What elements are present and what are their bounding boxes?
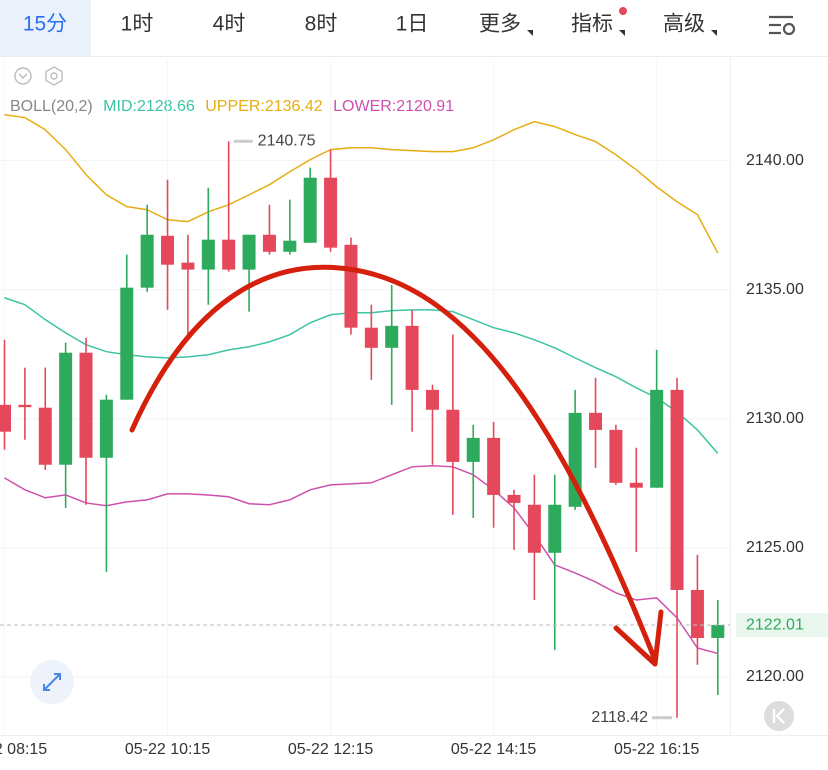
- candle-body: [568, 412, 582, 507]
- tab[interactable]: 15分: [23, 13, 67, 36]
- boll-line: [4, 465, 718, 655]
- y-tick-label: 2140.00: [746, 152, 804, 169]
- candle-body: [548, 504, 562, 553]
- back-button[interactable]: [764, 701, 794, 731]
- dropdown-caret: [711, 30, 717, 36]
- candle-body: [507, 494, 521, 503]
- tab[interactable]: 指标: [571, 13, 613, 36]
- candle-body: [670, 389, 684, 590]
- trend-arrow: [129, 264, 658, 663]
- candle-body: [385, 325, 399, 348]
- candle-body: [650, 389, 664, 488]
- candle-body: [344, 244, 358, 328]
- candle-body: [0, 404, 11, 432]
- expand-button[interactable]: [30, 660, 74, 704]
- x-tick-label: 05-22 14:15: [451, 741, 537, 758]
- candle-body: [59, 352, 73, 465]
- indicator-legend: BOLL(20,2) MID:2128.66 UPPER:2136.42 LOW…: [10, 98, 454, 115]
- tab[interactable]: 1日: [396, 13, 429, 36]
- candle-body: [690, 589, 704, 638]
- current-price-label: 2122.01: [746, 616, 804, 633]
- candle-body: [466, 437, 480, 462]
- current-price-box: [736, 613, 828, 638]
- candle-body: [222, 239, 236, 270]
- candle-body: [589, 412, 603, 430]
- indicator-icons[interactable]: [14, 66, 63, 86]
- y-tick-label: 2135.00: [746, 281, 804, 298]
- candle-body: [405, 325, 419, 390]
- candle-body: [262, 234, 276, 252]
- legend-value: 2136.42: [265, 98, 323, 115]
- candle-body: [283, 240, 297, 252]
- plot: 2120.00 2125.00 2130.00 2135.00 2140.00 05-22…: [0, 60, 828, 758]
- candle-body: [711, 625, 725, 638]
- x-tick-label: 05-22 16:15: [614, 741, 700, 758]
- candle-body: [79, 352, 93, 458]
- x-tick-label: 05-22 12:15: [288, 741, 374, 758]
- legend-label: MID:: [103, 98, 137, 115]
- notification-dot: [619, 7, 627, 15]
- candle-body: [629, 482, 643, 488]
- tab-selected-bg: [0, 0, 91, 56]
- candle-body: [242, 234, 256, 270]
- x-tick-label: 05-22 10:15: [125, 741, 211, 758]
- legend-value: 2128.66: [137, 98, 195, 115]
- candle-body: [201, 239, 215, 270]
- legend-label: LOWER:: [333, 98, 396, 115]
- x-tick-label: 05-22 08:15: [0, 741, 47, 758]
- candle-body: [120, 287, 134, 400]
- y-tick-label: 2130.00: [746, 410, 804, 427]
- settings-icon[interactable]: [769, 15, 796, 36]
- candle-body: [446, 409, 460, 462]
- boll-line: [4, 113, 719, 254]
- candle-body: [18, 404, 32, 408]
- candle-body: [425, 389, 439, 410]
- candle-body: [181, 262, 195, 270]
- tab[interactable]: 8时: [305, 13, 338, 36]
- legend-value: 2120.91: [396, 98, 454, 115]
- y-tick-label: 2120.00: [746, 668, 804, 685]
- y-tick-label: 2125.00: [746, 539, 804, 556]
- indicator-name: BOLL(20,2): [10, 98, 93, 115]
- tab[interactable]: 1时: [121, 13, 154, 36]
- candle-body: [38, 407, 52, 465]
- tab[interactable]: 更多: [479, 13, 521, 36]
- dropdown-caret: [619, 30, 625, 36]
- candle-body: [487, 437, 501, 495]
- candle-body: [303, 177, 317, 243]
- candle-body: [609, 429, 623, 483]
- tab[interactable]: 高级: [663, 13, 705, 36]
- candle-body: [161, 235, 175, 265]
- tabs: 15分 1时 4时 8时 1日 更多 指标 高级: [0, 0, 705, 56]
- max-label: 2140.75: [258, 133, 316, 150]
- min-label: 2118.42: [591, 709, 648, 726]
- tab[interactable]: 4时: [213, 13, 246, 36]
- candle-body: [99, 399, 113, 458]
- candle-body: [527, 504, 541, 553]
- candle-body: [324, 177, 338, 248]
- tab-bar: [0, 0, 828, 56]
- candle-body: [140, 234, 154, 288]
- trend-arrowhead: [613, 609, 664, 667]
- dropdown-caret: [527, 30, 533, 36]
- candle-body: [364, 327, 378, 348]
- legend-label: UPPER:: [205, 98, 265, 115]
